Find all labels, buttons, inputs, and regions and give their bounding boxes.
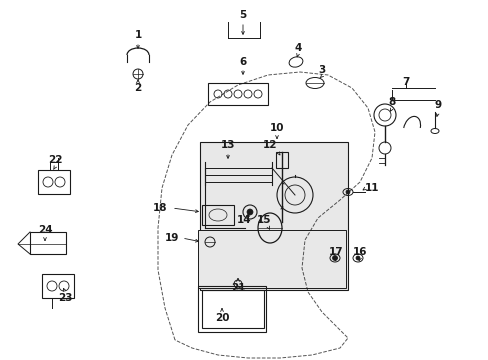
Text: 1: 1 [134, 30, 142, 40]
Bar [207, 83, 267, 105]
Text: 16: 16 [352, 247, 366, 257]
Text: 23: 23 [58, 293, 72, 303]
Text: 5: 5 [239, 10, 246, 20]
Text: 8: 8 [387, 97, 395, 107]
Text: 9: 9 [433, 100, 441, 110]
Text: 24: 24 [38, 225, 52, 235]
Text: 7: 7 [402, 77, 409, 87]
Circle shape [355, 256, 359, 260]
Text: 17: 17 [328, 247, 343, 257]
Bar [30, 232, 66, 254]
Text: 12: 12 [262, 140, 277, 150]
Text: 10: 10 [269, 123, 284, 133]
Text: 6: 6 [239, 57, 246, 67]
Text: 11: 11 [364, 183, 379, 193]
Text: 13: 13 [220, 140, 235, 150]
Text: 15: 15 [256, 215, 271, 225]
Bar [202, 290, 264, 328]
Text: 19: 19 [164, 233, 179, 243]
Text: 18: 18 [152, 203, 167, 213]
Bar [200, 142, 347, 290]
Bar [42, 274, 74, 298]
Text: 4: 4 [294, 43, 301, 53]
Text: 21: 21 [230, 283, 245, 293]
Circle shape [246, 209, 252, 215]
Bar [198, 230, 346, 288]
Bar [198, 286, 265, 332]
Circle shape [332, 256, 337, 261]
Bar [202, 205, 234, 225]
Text: 14: 14 [236, 215, 251, 225]
Bar [275, 152, 287, 168]
Text: 2: 2 [134, 83, 142, 93]
Text: 20: 20 [214, 313, 229, 323]
Text: 22: 22 [48, 155, 62, 165]
Bar [38, 170, 70, 194]
Text: 3: 3 [318, 65, 325, 75]
Circle shape [346, 190, 349, 194]
